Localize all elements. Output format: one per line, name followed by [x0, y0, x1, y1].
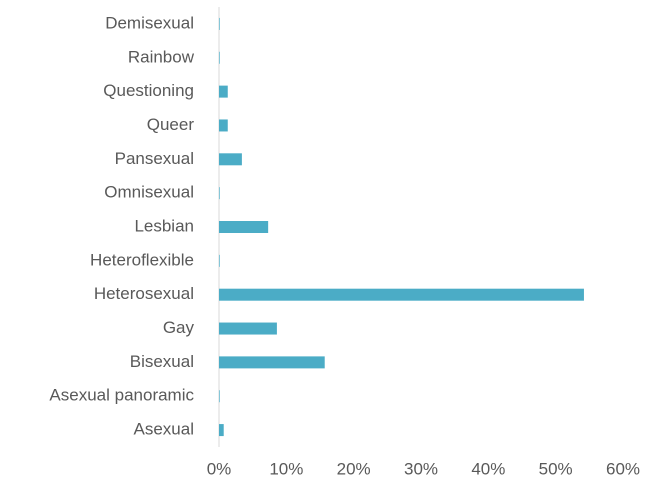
bar	[219, 322, 277, 335]
x-tick-label: 40%	[471, 459, 505, 478]
y-tick-label: Omnisexual	[104, 183, 194, 202]
bar	[219, 51, 220, 64]
bar	[219, 356, 325, 369]
x-tick-label: 20%	[337, 459, 371, 478]
bar	[219, 254, 220, 267]
x-tick-label: 0%	[207, 459, 232, 478]
x-tick-label: 30%	[404, 459, 438, 478]
bar	[219, 17, 220, 30]
bar	[219, 424, 224, 437]
y-tick-label: Lesbian	[134, 216, 194, 235]
y-tick-label: Bisexual	[130, 352, 194, 371]
x-tick-label: 60%	[606, 459, 640, 478]
x-tick-label: 50%	[539, 459, 573, 478]
bar	[219, 187, 220, 200]
y-tick-label: Heteroflexible	[90, 250, 194, 269]
bar	[219, 221, 269, 233]
y-tick-label: Rainbow	[128, 47, 195, 66]
y-tick-label: Asexual	[134, 420, 194, 439]
y-tick-label: Queer	[147, 115, 195, 134]
y-tick-label: Asexual panoramic	[49, 386, 194, 405]
y-tick-label: Heterosexual	[94, 284, 194, 303]
y-tick-label: Gay	[163, 318, 195, 337]
bar	[219, 390, 220, 403]
bar	[219, 119, 228, 132]
bar	[219, 153, 242, 166]
bar	[219, 288, 584, 301]
y-tick-label: Demisexual	[105, 13, 194, 32]
bar	[219, 85, 228, 98]
x-tick-label: 10%	[269, 459, 303, 478]
y-tick-label: Questioning	[103, 81, 194, 100]
y-tick-label: Pansexual	[115, 149, 194, 168]
